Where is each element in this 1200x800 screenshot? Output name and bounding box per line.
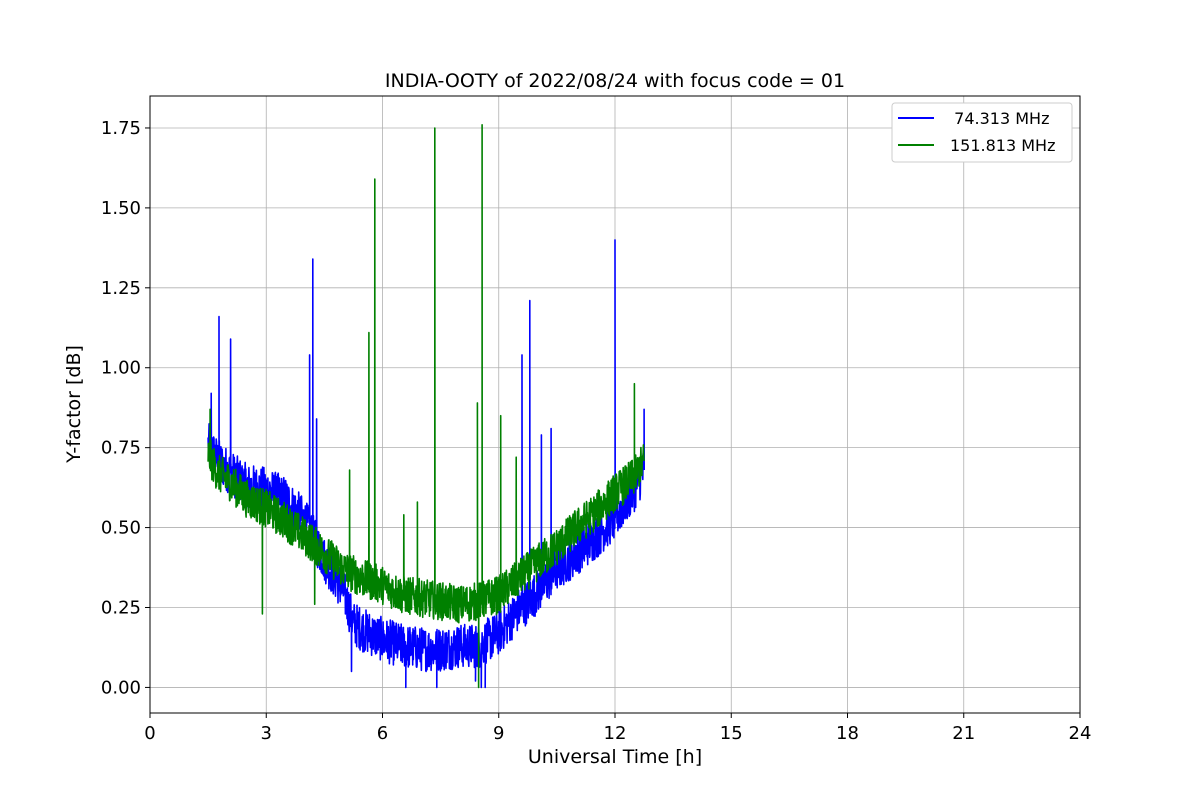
series-line-0 <box>207 239 645 689</box>
y-tick-label: 1.00 <box>101 358 141 379</box>
x-tick-label: 6 <box>377 723 388 744</box>
x-tick-label: 3 <box>261 723 272 744</box>
legend: 74.313 MHz 151.813 MHz <box>891 102 1073 163</box>
x-tick-label: 18 <box>836 723 859 744</box>
y-tick-label: 0.25 <box>101 598 141 619</box>
ticks: 0 3 6 9 12 15 18 21 24 0.00 0.25 0.50 0.75 1.00 1.25 1.… <box>101 118 1092 744</box>
legend-label-74mhz: 74.313 MHz <box>944 109 1049 128</box>
series-layer <box>207 124 645 689</box>
y-tick-label: 0.00 <box>101 677 141 698</box>
chart-title: INDIA-OOTY of 2022/08/24 with focus code… <box>385 70 845 92</box>
x-tick-label: 21 <box>952 723 975 744</box>
legend-box <box>891 102 1073 163</box>
legend-label-151mhz: 151.813 MHz <box>950 136 1055 155</box>
y-tick-label: 1.50 <box>101 198 141 219</box>
x-axis-label: Universal Time [h] <box>528 746 702 768</box>
y-tick-label: 0.75 <box>101 438 141 459</box>
x-tick-label: 12 <box>604 723 627 744</box>
y-axis-label: Y-factor [dB] <box>63 345 85 464</box>
x-tick-label: 24 <box>1069 723 1092 744</box>
x-tick-label: 15 <box>720 723 743 744</box>
series-line-1 <box>207 124 645 689</box>
x-tick-label: 0 <box>144 723 155 744</box>
y-tick-label: 1.75 <box>101 118 141 139</box>
y-tick-label: 0.50 <box>101 518 141 539</box>
x-tick-label: 9 <box>493 723 504 744</box>
y-tick-label: 1.25 <box>101 278 141 299</box>
